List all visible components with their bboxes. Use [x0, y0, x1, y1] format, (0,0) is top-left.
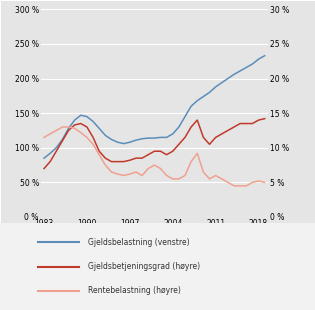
Text: Rentebelastning (høyre): Rentebelastning (høyre): [88, 286, 181, 295]
Text: Gjeldsbetjeningsgrad (høyre): Gjeldsbetjeningsgrad (høyre): [88, 262, 200, 271]
Text: Gjeldsbelastning (venstre): Gjeldsbelastning (venstre): [88, 238, 190, 247]
